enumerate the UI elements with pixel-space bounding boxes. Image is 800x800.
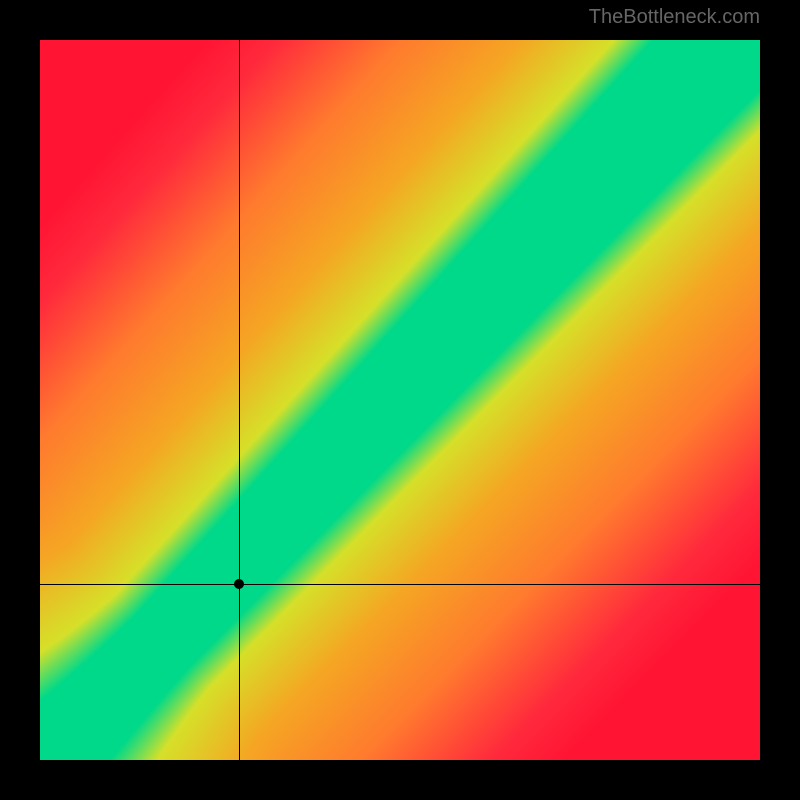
heatmap-canvas [40,40,760,760]
crosshair-vertical [239,40,240,760]
watermark-text: TheBottleneck.com [589,6,760,29]
intersection-marker [234,579,244,589]
crosshair-horizontal [40,584,760,585]
heatmap-plot [40,40,760,760]
